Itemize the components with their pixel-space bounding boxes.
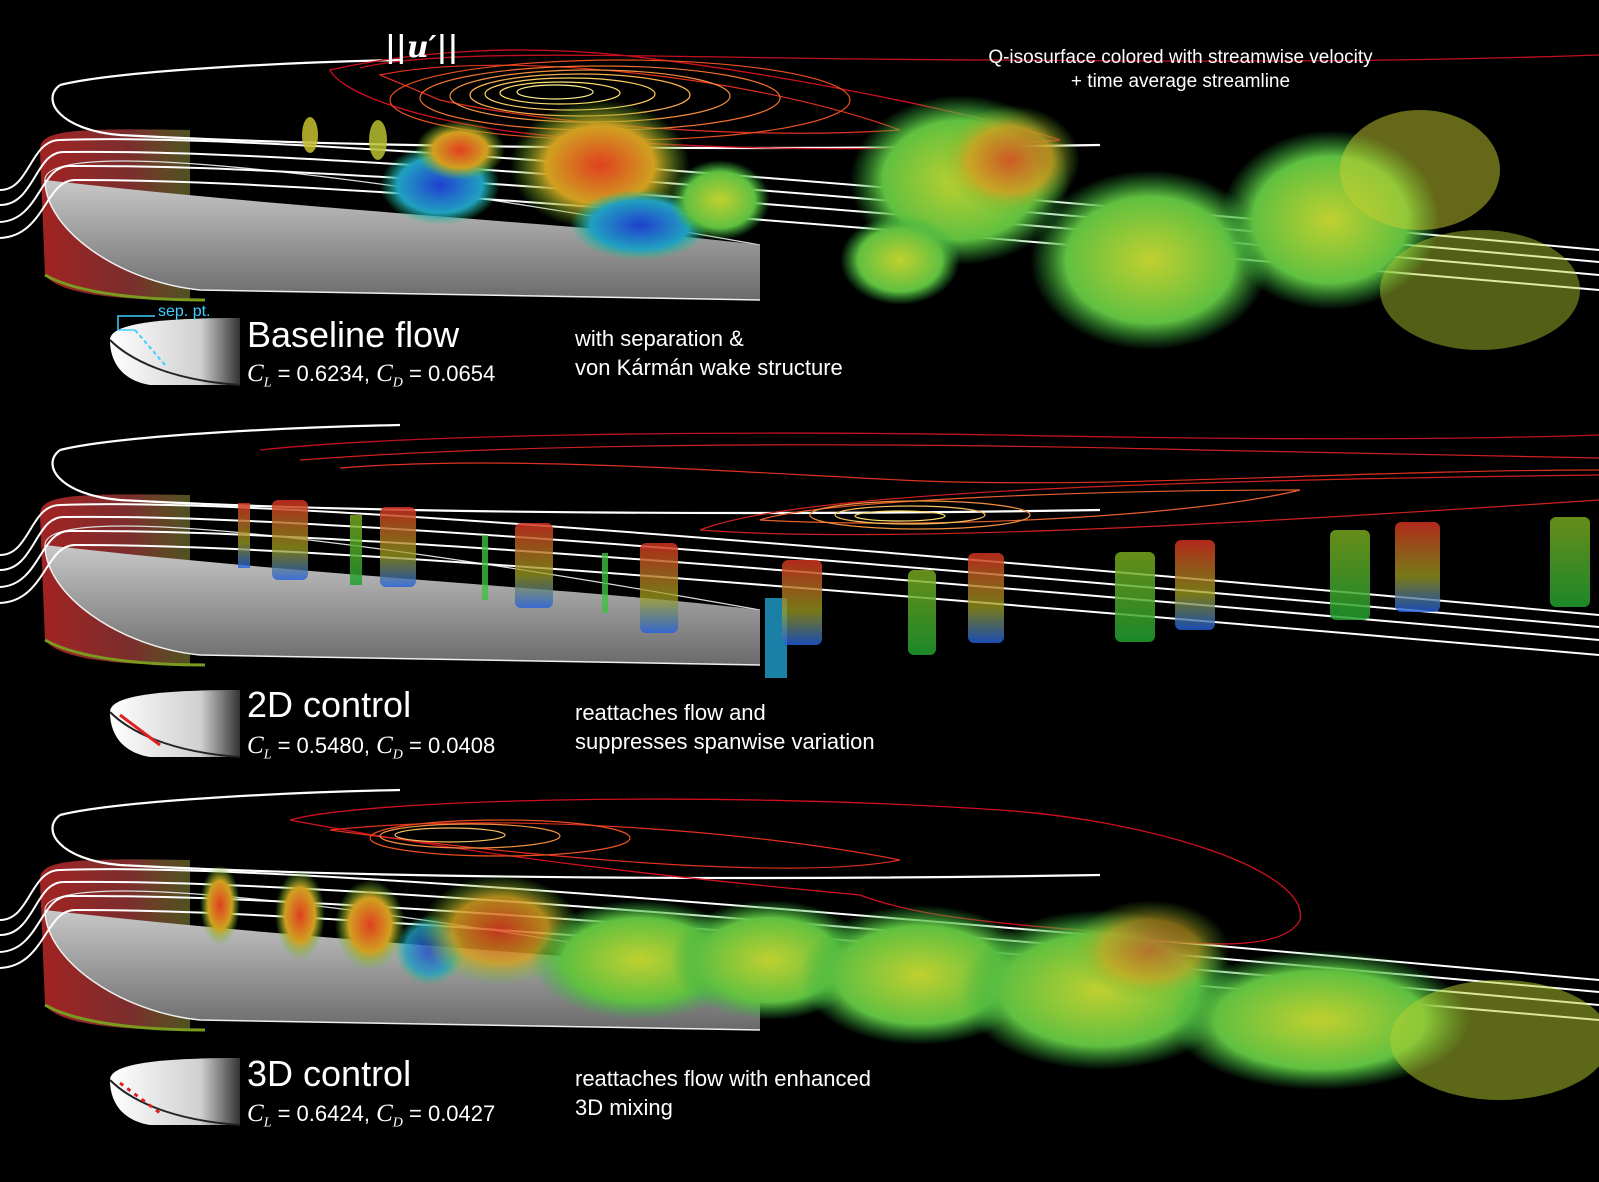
coefficients-baseline: CL = 0.6234, CD = 0.0654 (247, 360, 495, 391)
u-prime-contours-3d (289, 798, 1301, 945)
cd-value: = 0.0408 (402, 733, 496, 758)
cl-value: = 0.6424, (271, 1101, 377, 1126)
q-isosurface-caption: Q-isosurface colored with streamwise vel… (958, 46, 1403, 94)
desc-line2: von Kármán wake structure (575, 355, 843, 380)
panel-title-2d-control: 2D control (247, 684, 412, 725)
cd-symbol: C (376, 732, 393, 759)
cd-value: = 0.0427 (402, 1101, 496, 1126)
desc-line1: reattaches flow and (575, 700, 766, 725)
inset-airfoil-3d (109, 1058, 241, 1126)
cl-value: = 0.5480, (271, 733, 377, 758)
description-2d-control: reattaches flow and suppresses spanwise … (575, 698, 875, 756)
desc-line1: reattaches flow with enhanced (575, 1066, 871, 1091)
coefficients-2d-control: CL = 0.5480, CD = 0.0408 (247, 732, 495, 763)
q-isosurface-3d (200, 865, 1599, 1100)
cd-subscript: D (392, 1115, 403, 1131)
q-caption-line2: + time average streamline (1070, 71, 1291, 92)
description-baseline: with separation & von Kármán wake struct… (575, 324, 843, 382)
inset-airfoil-2d (109, 690, 241, 758)
coefficients-3d-control: CL = 0.6424, CD = 0.0427 (247, 1100, 495, 1131)
panel-3d-control-visual (0, 788, 1599, 1100)
cl-symbol: C (247, 1100, 264, 1127)
panel-2d-control-visual (0, 423, 1599, 678)
cl-subscript: L (263, 375, 272, 391)
cl-value: = 0.6234, (271, 361, 377, 386)
desc-line2: 3D mixing (575, 1095, 673, 1120)
desc-line2: suppresses spanwise variation (575, 729, 875, 754)
cl-subscript: L (263, 1115, 272, 1131)
cl-subscript: L (263, 747, 272, 763)
panel-title-3d-control: 3D control (247, 1053, 412, 1094)
cd-subscript: D (392, 747, 403, 763)
cl-symbol: C (247, 732, 264, 759)
cd-subscript: D (392, 375, 403, 391)
sep-point-label: sep. pt. (158, 303, 211, 320)
q-isosurface-baseline (302, 95, 1580, 350)
inset-airfoil-baseline (109, 315, 241, 386)
q-isosurface-2d (238, 500, 1590, 678)
description-3d-control: reattaches flow with enhanced 3D mixing (575, 1064, 871, 1122)
q-caption-line1: Q-isosurface colored with streamwise vel… (988, 47, 1373, 68)
panel-title-baseline: Baseline flow (247, 314, 460, 355)
cl-symbol: C (247, 360, 264, 387)
cd-value: = 0.0654 (402, 361, 496, 386)
cd-symbol: C (376, 1100, 393, 1127)
panel-baseline-visual (0, 49, 1599, 350)
desc-line1: with separation & (575, 326, 744, 351)
u-prime-label: ||u′|| (385, 30, 459, 65)
cd-symbol: C (376, 360, 393, 387)
